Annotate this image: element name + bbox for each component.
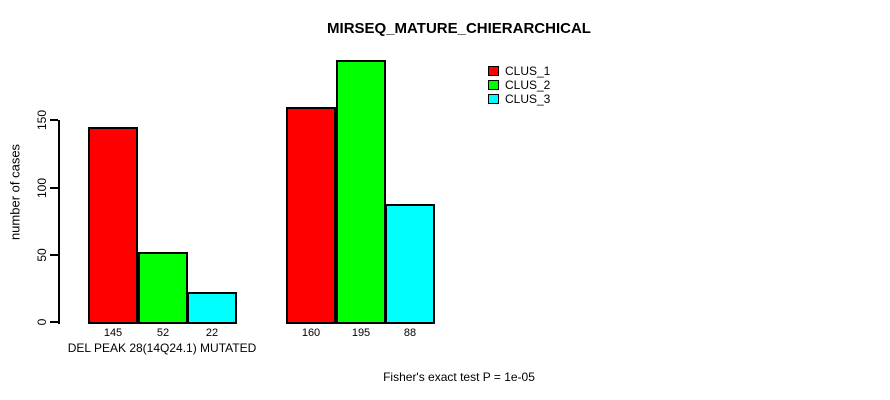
bar-value-label: 52 [156, 327, 170, 339]
legend-label: CLUS_2 [505, 78, 551, 92]
bar-clus_2 [138, 252, 188, 324]
legend-swatch-icon [488, 94, 499, 104]
legend-swatch-icon [488, 80, 499, 90]
legend-label: CLUS_3 [505, 92, 551, 106]
y-tick-label: 50 [35, 248, 49, 262]
chart-title: MIRSEQ_MATURE_CHIERARCHICAL [327, 20, 591, 37]
legend-item: CLUS_1 [488, 64, 550, 78]
bar-clus_2 [336, 60, 386, 324]
legend-swatch-icon [488, 66, 499, 76]
bar-clus_3 [187, 292, 237, 324]
legend-label: CLUS_1 [505, 64, 551, 78]
y-tick-mark [50, 321, 58, 323]
bar-clus_1 [286, 107, 336, 324]
y-axis-line [58, 120, 60, 324]
bar-clus_1 [88, 127, 138, 324]
y-tick-label: 150 [35, 109, 49, 131]
bar-value-label: 22 [205, 327, 219, 339]
legend-item: CLUS_2 [488, 78, 550, 92]
footnote: Fisher's exact test P = 1e-05 [383, 370, 535, 384]
y-tick-mark [50, 119, 58, 121]
bar-clus_3 [385, 204, 435, 324]
legend: CLUS_1 CLUS_2 CLUS_3 [488, 64, 550, 106]
bar-value-label: 88 [403, 327, 417, 339]
y-axis-label: number of cases [7, 143, 23, 241]
bar-value-label: 195 [351, 327, 371, 339]
bar-value-label: 160 [301, 327, 321, 339]
legend-item: CLUS_3 [488, 92, 550, 106]
bar-value-label: 145 [103, 327, 123, 339]
y-tick-mark [50, 254, 58, 256]
y-tick-label: 100 [35, 177, 49, 199]
group-label: DEL PEAK 28(14Q24.1) MUTATED [67, 341, 257, 355]
y-tick-mark [50, 187, 58, 189]
y-tick-label: 0 [35, 318, 49, 326]
